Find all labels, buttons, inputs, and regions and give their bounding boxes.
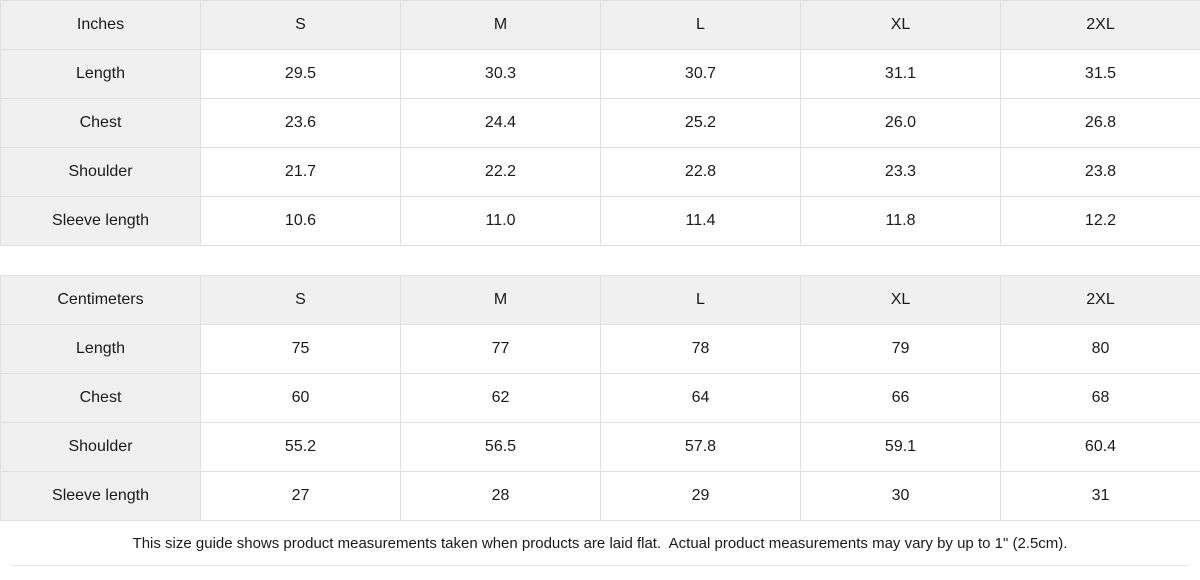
table-spacer [0, 246, 1200, 275]
table-row: Chest 60 62 64 66 68 [0, 373, 1200, 423]
size-column-header: 2XL [1000, 275, 1200, 325]
measurement-value: 11.4 [600, 196, 801, 246]
size-column-header: M [400, 0, 601, 50]
centimeters-table: Centimeters S M L XL 2XL Length 75 77 78… [0, 275, 1200, 521]
measurement-value: 68 [1000, 373, 1200, 423]
unit-header-cell: Inches [0, 0, 201, 50]
size-column-header: L [600, 275, 801, 325]
measurement-value: 28 [400, 471, 601, 521]
measurement-value: 30.3 [400, 49, 601, 99]
table-row: Length 29.5 30.3 30.7 31.1 31.5 [0, 49, 1200, 99]
measurement-value: 12.2 [1000, 196, 1200, 246]
measurement-value: 30 [800, 471, 1001, 521]
row-label: Length [0, 49, 201, 99]
measurement-value: 31.5 [1000, 49, 1200, 99]
table-row: Length 75 77 78 79 80 [0, 324, 1200, 374]
measurement-value: 22.2 [400, 147, 601, 197]
measurement-value: 24.4 [400, 98, 601, 148]
measurement-value: 55.2 [200, 422, 401, 472]
measurement-value: 30.7 [600, 49, 801, 99]
row-label: Chest [0, 373, 201, 423]
measurement-value: 23.6 [200, 98, 401, 148]
row-label: Chest [0, 98, 201, 148]
table-row: Shoulder 21.7 22.2 22.8 23.3 23.8 [0, 147, 1200, 197]
measurement-value: 60 [200, 373, 401, 423]
size-guide-note-text: This size guide shows product measuremen… [132, 534, 1068, 552]
measurement-value: 60.4 [1000, 422, 1200, 472]
measurement-value: 29 [600, 471, 801, 521]
inches-table: Inches S M L XL 2XL Length 29.5 30.3 30.… [0, 0, 1200, 246]
measurement-value: 31.1 [800, 49, 1001, 99]
row-label: Length [0, 324, 201, 374]
row-label: Shoulder [0, 422, 201, 472]
measurement-value: 59.1 [800, 422, 1001, 472]
table-header-row: Inches S M L XL 2XL [0, 0, 1200, 50]
size-guide-note: This size guide shows product measuremen… [12, 521, 1188, 566]
measurement-value: 11.8 [800, 196, 1001, 246]
measurement-value: 66 [800, 373, 1001, 423]
measurement-value: 75 [200, 324, 401, 374]
measurement-value: 23.3 [800, 147, 1001, 197]
measurement-value: 22.8 [600, 147, 801, 197]
unit-header-cell: Centimeters [0, 275, 201, 325]
table-row: Shoulder 55.2 56.5 57.8 59.1 60.4 [0, 422, 1200, 472]
measurement-value: 27 [200, 471, 401, 521]
measurement-value: 56.5 [400, 422, 601, 472]
measurement-value: 78 [600, 324, 801, 374]
measurement-value: 29.5 [200, 49, 401, 99]
table-row: Sleeve length 27 28 29 30 31 [0, 471, 1200, 521]
size-column-header: S [200, 275, 401, 325]
table-header-row: Centimeters S M L XL 2XL [0, 275, 1200, 325]
measurement-value: 23.8 [1000, 147, 1200, 197]
size-column-header: XL [800, 275, 1001, 325]
size-column-header: M [400, 275, 601, 325]
size-guide: Inches S M L XL 2XL Length 29.5 30.3 30.… [0, 0, 1200, 566]
measurement-value: 10.6 [200, 196, 401, 246]
measurement-value: 21.7 [200, 147, 401, 197]
table-row: Sleeve length 10.6 11.0 11.4 11.8 12.2 [0, 196, 1200, 246]
measurement-value: 64 [600, 373, 801, 423]
measurement-value: 77 [400, 324, 601, 374]
table-row: Chest 23.6 24.4 25.2 26.0 26.8 [0, 98, 1200, 148]
measurement-value: 62 [400, 373, 601, 423]
row-label: Shoulder [0, 147, 201, 197]
measurement-value: 31 [1000, 471, 1200, 521]
size-column-header: L [600, 0, 801, 50]
size-column-header: 2XL [1000, 0, 1200, 50]
measurement-value: 26.8 [1000, 98, 1200, 148]
measurement-value: 80 [1000, 324, 1200, 374]
size-column-header: S [200, 0, 401, 50]
measurement-value: 57.8 [600, 422, 801, 472]
measurement-value: 25.2 [600, 98, 801, 148]
size-column-header: XL [800, 0, 1001, 50]
measurement-value: 11.0 [400, 196, 601, 246]
row-label: Sleeve length [0, 471, 201, 521]
row-label: Sleeve length [0, 196, 201, 246]
measurement-value: 26.0 [800, 98, 1001, 148]
measurement-value: 79 [800, 324, 1001, 374]
